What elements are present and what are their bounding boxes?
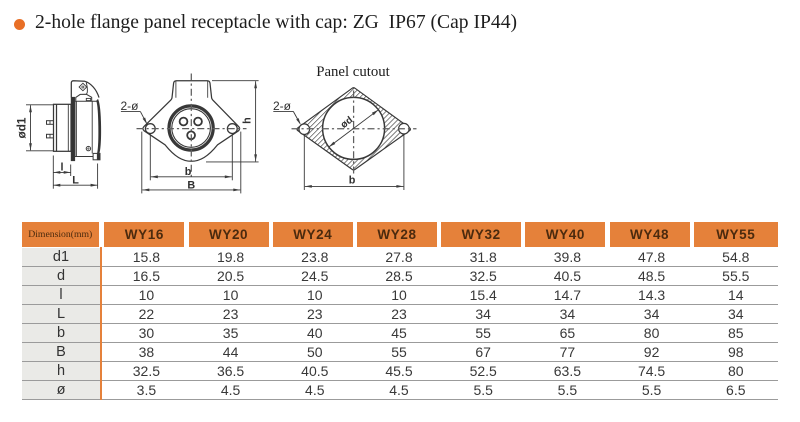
svg-text:B: B <box>187 180 195 192</box>
svg-text:ød1: ød1 <box>15 117 29 138</box>
svg-text:Panel cutout: Panel cutout <box>316 64 390 80</box>
svg-text:l: l <box>61 162 64 174</box>
svg-text:h: h <box>242 117 254 124</box>
svg-text:L: L <box>72 175 79 187</box>
svg-text:2-ø: 2-ø <box>273 99 292 113</box>
svg-text:b: b <box>349 175 356 187</box>
svg-text:b: b <box>185 166 192 178</box>
svg-text:2-ø: 2-ø <box>121 99 140 113</box>
